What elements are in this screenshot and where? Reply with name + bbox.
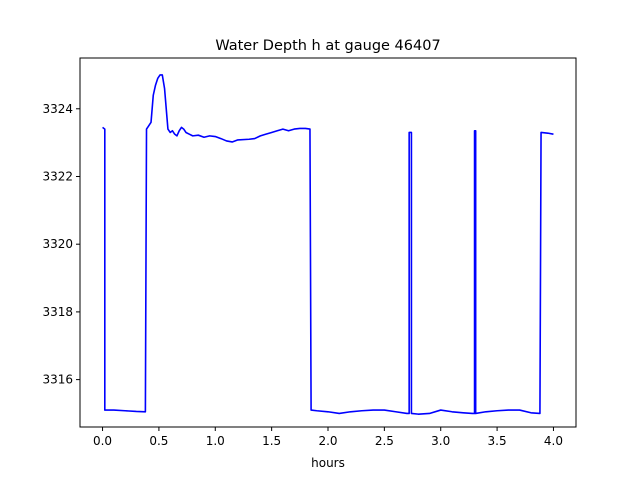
chart-title: Water Depth h at gauge 46407	[215, 38, 440, 54]
x-axis-label: hours	[311, 456, 345, 470]
y-tick-label: 3318	[42, 305, 73, 319]
x-tick-label: 0.0	[93, 434, 112, 448]
x-axis: 0.0 0.5 1.0 1.5 2.0 2.5 3.0 3.5 4.0	[93, 427, 563, 448]
x-tick-label: 0.5	[149, 434, 168, 448]
series-line-0	[102, 74, 554, 415]
y-tick-label: 3320	[42, 237, 73, 251]
y-tick-label: 3322	[42, 169, 73, 183]
y-tick-label: 3324	[42, 102, 73, 116]
x-tick-label: 3.0	[431, 434, 450, 448]
x-tick-label: 3.5	[488, 434, 507, 448]
x-tick-label: 4.0	[544, 434, 563, 448]
plot-layer	[102, 74, 554, 415]
x-tick-label: 1.0	[206, 434, 225, 448]
x-tick-label: 1.5	[262, 434, 281, 448]
x-tick-label: 2.5	[375, 434, 394, 448]
x-tick-label: 2.0	[318, 434, 337, 448]
y-tick-label: 3316	[42, 373, 73, 387]
y-axis: 3316 3318 3320 3322 3324	[42, 102, 80, 387]
